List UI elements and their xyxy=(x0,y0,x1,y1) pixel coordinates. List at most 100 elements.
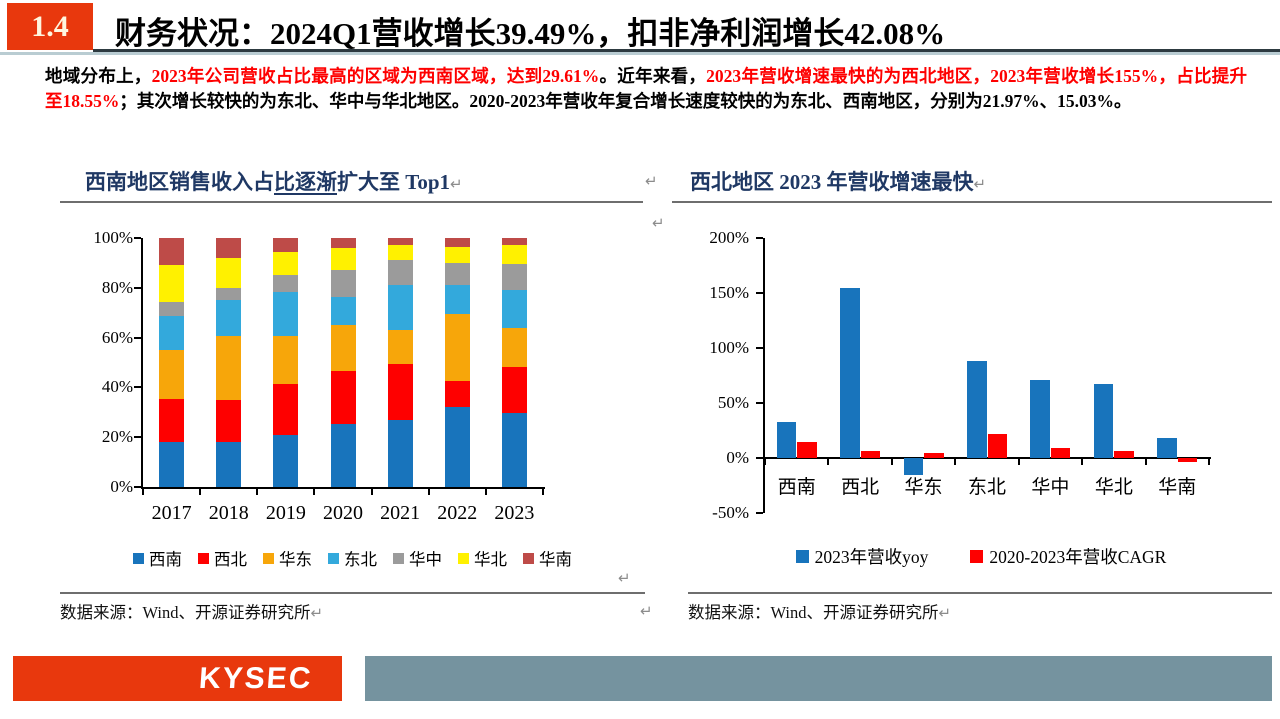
y-tick-label: 0% xyxy=(110,477,133,496)
return-mark-icon: ↵ xyxy=(645,172,658,190)
bar-segment-东北 xyxy=(387,285,413,331)
legend-swatch xyxy=(393,552,404,564)
bar-2023年营收yoy xyxy=(903,458,924,475)
bar-2023年营收yoy xyxy=(1030,379,1050,458)
y-axis-tick xyxy=(134,436,141,439)
bar-segment-华东 xyxy=(159,350,185,399)
x-axis-tick xyxy=(256,489,259,495)
legend-swatch xyxy=(328,552,339,564)
y-tick-label: 150% xyxy=(709,283,749,302)
bar-segment-西南 xyxy=(159,442,185,487)
x-axis-tick xyxy=(313,489,316,495)
bar-segment-华南 xyxy=(159,238,185,266)
legend-swatch xyxy=(263,552,274,564)
bar-segment-华中 xyxy=(216,287,242,301)
y-axis xyxy=(763,238,765,513)
y-axis-tick xyxy=(756,512,763,514)
bar-segment-华东 xyxy=(444,313,470,382)
bar-segment-华中 xyxy=(330,270,356,297)
y-tick-label: 200% xyxy=(709,228,749,247)
bar-segment-华东 xyxy=(216,336,242,400)
bar-segment-华北 xyxy=(444,246,470,263)
legend-swatch xyxy=(970,550,984,563)
legend-item: 东北 xyxy=(328,546,377,570)
bar-segment-华南 xyxy=(330,238,356,248)
x-category-label: 2018 xyxy=(208,502,249,524)
y-tick-label: 20% xyxy=(101,427,133,447)
bar-segment-西北 xyxy=(216,399,242,443)
kysec-logo: KYSEC xyxy=(13,656,342,701)
bar-2023年营收yoy xyxy=(1093,384,1114,458)
x-axis-tick xyxy=(370,489,373,495)
right-source-rule xyxy=(688,592,1272,594)
legend-item: 华东 xyxy=(263,546,312,570)
y-tick-label: -50% xyxy=(712,503,749,522)
y-axis xyxy=(141,238,143,489)
bar-2023年营收yoy xyxy=(840,287,860,458)
return-mark-icon: ↵ xyxy=(652,214,665,232)
y-axis-tick xyxy=(134,286,141,289)
stacked-bar-chart: 0% 20% 40% 60% 80% 100% 2017 2018 2019 2020 2021 20… xyxy=(93,228,545,524)
x-axis-tick xyxy=(1017,459,1020,465)
legend-label: 2020-2023年营收CAGR xyxy=(989,547,1167,567)
right-title-rule xyxy=(672,201,1272,203)
right-chart-source: 数据来源：Wind、开源证券研究所↵ xyxy=(688,599,951,623)
right-chart-title: 西北地区 2023 年营收增速最快↵ xyxy=(690,166,986,196)
section-badge: 1.4 xyxy=(7,3,93,50)
bar-segment-西北 xyxy=(501,366,527,414)
grouped-bar-chart: -50% 0% 50% 100% 150% 200% 西南 西北 华东 东北 华中 华北 华南 xyxy=(709,228,1211,522)
legend-label: 东北 xyxy=(344,550,377,569)
bar-segment-华东 xyxy=(330,325,356,372)
x-category-label: 东北 xyxy=(967,477,1006,498)
x-category-label: 2017 xyxy=(151,502,192,524)
paragraph-segment: 2023年公司营收占比最高的区域为西南区域，达到29.61% xyxy=(151,66,600,86)
bar-2023年营收yoy xyxy=(1157,438,1177,458)
bar-segment-东北 xyxy=(159,316,185,351)
bar-segment-华北 xyxy=(159,265,185,302)
return-mark-icon: ↵ xyxy=(973,175,987,193)
y-tick-label: 80% xyxy=(101,277,133,297)
y-tick-label: 40% xyxy=(101,377,133,397)
legend-swatch xyxy=(795,550,809,563)
bar-segment-东北 xyxy=(444,285,470,314)
header-underline xyxy=(93,49,1280,52)
legend-label: 华东 xyxy=(279,550,312,569)
bar-segment-东北 xyxy=(216,300,242,337)
bar-segment-西北 xyxy=(159,398,185,443)
y-axis-tick xyxy=(756,402,763,404)
x-axis-tick xyxy=(142,489,144,495)
bar-segment-华南 xyxy=(273,238,299,252)
legend-item: 2020-2023年营收CAGR xyxy=(970,544,1166,569)
bar-segment-华东 xyxy=(387,330,413,364)
x-category-label: 2023 xyxy=(494,502,535,524)
left-chart-title-text: 西南地区销售收入占 xyxy=(85,170,274,194)
bar-2020-2023年营收CAGR xyxy=(1177,458,1198,463)
legend-item: 华南 xyxy=(523,546,572,570)
x-axis-tick xyxy=(199,489,202,495)
paragraph-segment: 2023年营收增速最快的为西北地区，2023年营收增长155%，占比提升至18.… xyxy=(45,66,1248,111)
summary-paragraph: 地域分布上，2023年公司营收占比最高的区域为西南区域，达到29.61%。近年来… xyxy=(45,64,1247,114)
left-chart-legend: 西南 西北 华东 东北 华中 华北 华南 xyxy=(60,546,700,570)
bar-segment-华中 xyxy=(444,262,470,286)
bar-segment-华北 xyxy=(387,245,413,261)
header-underline-shadow xyxy=(0,52,1280,55)
x-axis-tick xyxy=(827,459,830,465)
bar-segment-西南 xyxy=(273,434,299,487)
y-axis-tick xyxy=(756,237,763,239)
y-axis-tick xyxy=(134,386,141,389)
page-title: 财务状况：2024Q1营收增长39.49%，扣非净利润增长42.08% xyxy=(115,16,946,51)
bar-segment-西北 xyxy=(387,363,413,420)
x-category-label: 华东 xyxy=(904,477,943,498)
x-axis-tick xyxy=(427,489,430,495)
x-category-label: 2019 xyxy=(265,502,306,524)
x-category-label: 华南 xyxy=(1158,477,1197,498)
y-axis-tick xyxy=(134,486,141,488)
bar-segment-华北 xyxy=(216,257,242,288)
bar-segment-华北 xyxy=(273,251,299,276)
x-category-label: 华中 xyxy=(1031,477,1070,498)
paragraph-segment: ；其次增长较快的为东北、华中与华北地区。2020-2023年营收年复合增长速度较… xyxy=(119,91,1132,111)
bar-2020-2023年营收CAGR xyxy=(860,451,881,458)
bar-segment-华中 xyxy=(273,275,299,292)
legend-item: 西南 xyxy=(133,546,182,570)
